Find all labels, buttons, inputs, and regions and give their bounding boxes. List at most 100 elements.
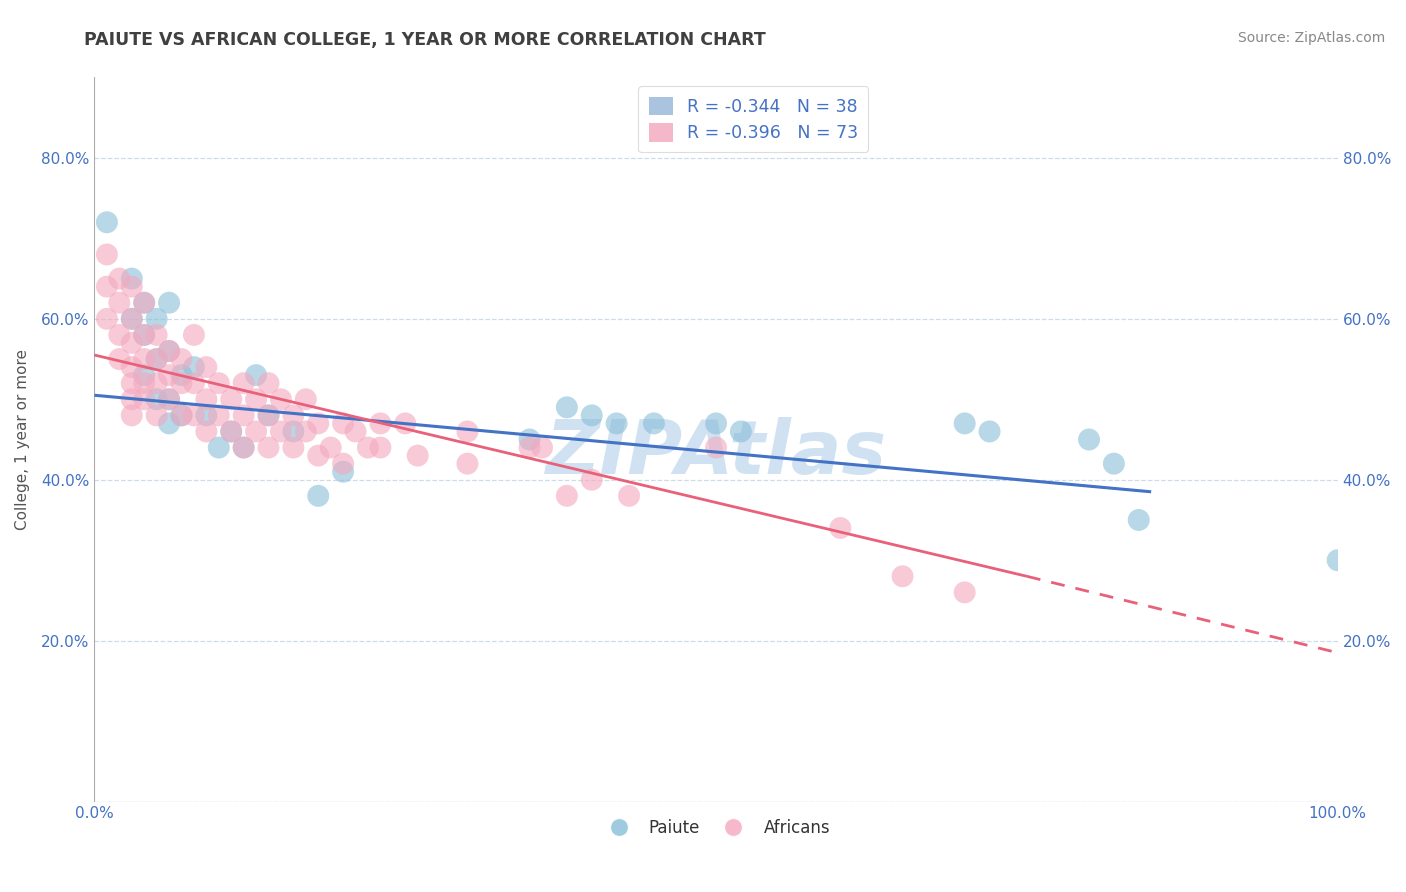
Point bbox=[606, 417, 628, 431]
Point bbox=[332, 465, 354, 479]
Point bbox=[270, 392, 292, 407]
Point bbox=[581, 473, 603, 487]
Point bbox=[219, 425, 242, 439]
Point bbox=[344, 425, 367, 439]
Point bbox=[219, 425, 242, 439]
Point bbox=[257, 376, 280, 391]
Point bbox=[406, 449, 429, 463]
Text: ZIPAtlas: ZIPAtlas bbox=[546, 417, 887, 491]
Point bbox=[245, 368, 267, 383]
Point bbox=[134, 392, 156, 407]
Point bbox=[195, 360, 218, 375]
Point bbox=[1128, 513, 1150, 527]
Point bbox=[121, 409, 143, 423]
Point bbox=[134, 327, 156, 342]
Point bbox=[257, 409, 280, 423]
Point bbox=[357, 441, 380, 455]
Point bbox=[108, 295, 131, 310]
Point bbox=[219, 392, 242, 407]
Point bbox=[555, 401, 578, 415]
Point bbox=[283, 409, 305, 423]
Point bbox=[96, 247, 118, 261]
Point bbox=[295, 392, 318, 407]
Point bbox=[157, 392, 180, 407]
Point bbox=[208, 409, 231, 423]
Point bbox=[270, 425, 292, 439]
Point bbox=[157, 368, 180, 383]
Point bbox=[394, 417, 416, 431]
Point bbox=[195, 392, 218, 407]
Point bbox=[519, 441, 541, 455]
Point bbox=[170, 352, 193, 367]
Point bbox=[1326, 553, 1348, 567]
Point bbox=[157, 343, 180, 358]
Point bbox=[307, 489, 329, 503]
Point bbox=[145, 392, 167, 407]
Point bbox=[134, 352, 156, 367]
Point bbox=[145, 327, 167, 342]
Point bbox=[953, 585, 976, 599]
Point bbox=[370, 441, 392, 455]
Point bbox=[195, 409, 218, 423]
Point bbox=[121, 279, 143, 293]
Point bbox=[145, 352, 167, 367]
Point bbox=[1078, 433, 1101, 447]
Point bbox=[232, 409, 254, 423]
Point bbox=[134, 295, 156, 310]
Point bbox=[332, 457, 354, 471]
Point bbox=[170, 409, 193, 423]
Point bbox=[232, 376, 254, 391]
Point bbox=[134, 376, 156, 391]
Point bbox=[183, 360, 205, 375]
Point bbox=[170, 409, 193, 423]
Point bbox=[157, 295, 180, 310]
Point bbox=[157, 417, 180, 431]
Point bbox=[979, 425, 1001, 439]
Point bbox=[283, 425, 305, 439]
Point bbox=[121, 311, 143, 326]
Point bbox=[96, 311, 118, 326]
Point bbox=[245, 425, 267, 439]
Point bbox=[953, 417, 976, 431]
Point bbox=[830, 521, 852, 535]
Point bbox=[183, 409, 205, 423]
Point bbox=[581, 409, 603, 423]
Point bbox=[307, 449, 329, 463]
Point bbox=[157, 343, 180, 358]
Point bbox=[519, 433, 541, 447]
Point bbox=[730, 425, 752, 439]
Text: Source: ZipAtlas.com: Source: ZipAtlas.com bbox=[1237, 31, 1385, 45]
Point bbox=[332, 417, 354, 431]
Point bbox=[208, 441, 231, 455]
Point bbox=[555, 489, 578, 503]
Point bbox=[208, 376, 231, 391]
Point bbox=[183, 327, 205, 342]
Point bbox=[121, 271, 143, 285]
Point bbox=[530, 441, 553, 455]
Point bbox=[232, 441, 254, 455]
Point bbox=[121, 392, 143, 407]
Point bbox=[195, 425, 218, 439]
Point bbox=[245, 392, 267, 407]
Point bbox=[145, 376, 167, 391]
Point bbox=[145, 311, 167, 326]
Point bbox=[307, 417, 329, 431]
Point bbox=[704, 417, 727, 431]
Point bbox=[96, 279, 118, 293]
Point bbox=[617, 489, 640, 503]
Point bbox=[170, 368, 193, 383]
Point bbox=[170, 376, 193, 391]
Point bbox=[643, 417, 665, 431]
Point bbox=[456, 457, 478, 471]
Point bbox=[134, 295, 156, 310]
Point bbox=[145, 352, 167, 367]
Point bbox=[134, 327, 156, 342]
Point bbox=[257, 441, 280, 455]
Point bbox=[283, 441, 305, 455]
Point bbox=[456, 425, 478, 439]
Point bbox=[121, 311, 143, 326]
Text: PAIUTE VS AFRICAN COLLEGE, 1 YEAR OR MORE CORRELATION CHART: PAIUTE VS AFRICAN COLLEGE, 1 YEAR OR MOR… bbox=[84, 31, 766, 49]
Point bbox=[183, 376, 205, 391]
Y-axis label: College, 1 year or more: College, 1 year or more bbox=[15, 349, 30, 530]
Point bbox=[108, 271, 131, 285]
